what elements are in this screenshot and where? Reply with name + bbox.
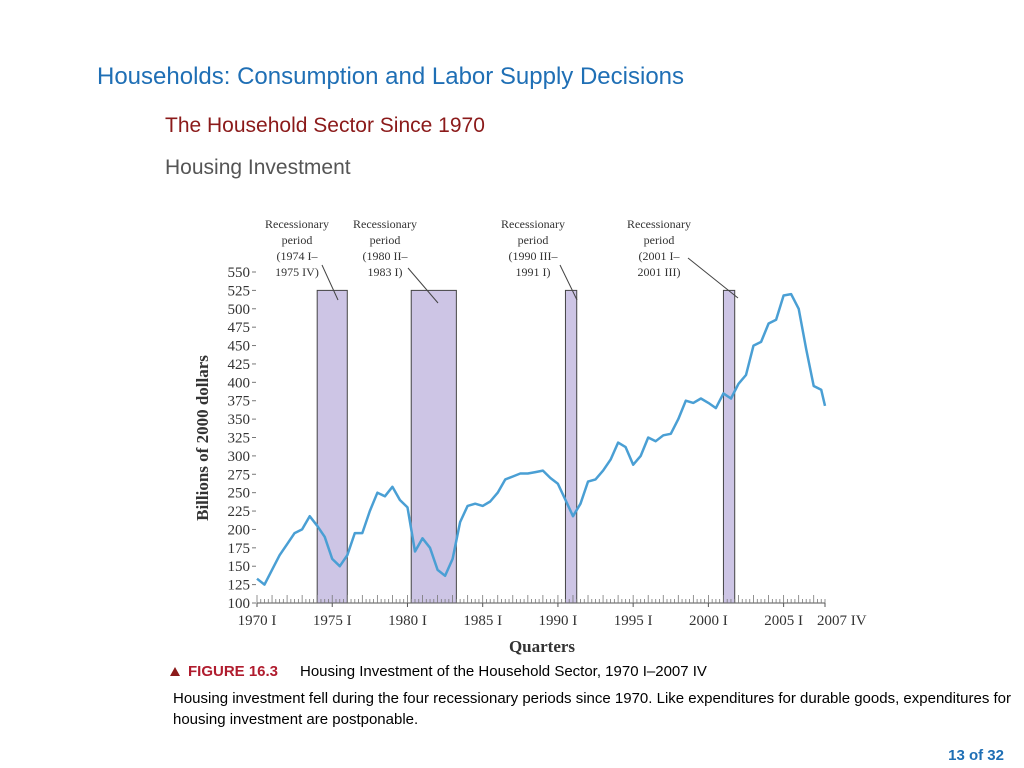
x-tick-label: 1995 I <box>614 613 653 629</box>
recession-label: period <box>644 233 675 247</box>
y-tick-label: 400 <box>228 375 251 391</box>
recession-label: 1975 IV) <box>275 265 319 279</box>
recession-label: Recessionary <box>353 217 417 231</box>
recession-band <box>722 289 736 604</box>
page-number: 13 of 32 <box>948 747 1004 764</box>
recession-label: period <box>518 233 549 247</box>
recession-label: (1980 II– <box>363 249 409 263</box>
section-title: Housing Investment <box>165 156 351 179</box>
leader-line <box>559 264 578 301</box>
x-tick-label: 2005 I <box>764 613 803 629</box>
slide-title: Households: Consumption and Labor Supply… <box>97 63 684 90</box>
caption-icon <box>170 667 180 676</box>
y-tick-label: 325 <box>228 431 251 447</box>
x-tick-label: 1980 I <box>388 613 427 629</box>
y-tick-label: 550 <box>228 265 251 281</box>
recession-label: Recessionary <box>265 217 329 231</box>
x-tick-label: 2007 IV <box>817 613 867 629</box>
recession-band <box>410 289 457 604</box>
y-tick-label: 175 <box>228 541 251 557</box>
y-tick-label: 425 <box>228 357 251 373</box>
slide-subtitle: The Household Sector Since 1970 <box>165 114 485 137</box>
y-axis-label: Billions of 2000 dollars <box>193 355 212 521</box>
y-tick-label: 200 <box>228 522 251 538</box>
x-tick-label: 1970 I <box>238 613 277 629</box>
y-tick-label: 500 <box>228 302 251 318</box>
recession-label: period <box>282 233 313 247</box>
data-line <box>256 292 827 586</box>
caption: Housing investment fell during the four … <box>173 690 1011 728</box>
leader-line <box>687 257 739 299</box>
recession-band <box>316 289 348 604</box>
y-tick-label: 250 <box>228 486 251 502</box>
y-tick-label: 475 <box>228 320 251 336</box>
y-tick-label: 350 <box>228 412 251 428</box>
y-tick-label: 125 <box>228 578 251 594</box>
leader-line <box>321 264 339 301</box>
recession-label: (1974 I– <box>277 249 319 263</box>
recession-label: 1983 I) <box>368 265 403 279</box>
x-axis-label: Quarters <box>509 637 575 656</box>
y-tick-label: 450 <box>228 339 251 355</box>
recession-label: Recessionary <box>627 217 691 231</box>
x-tick-label: 1985 I <box>463 613 502 629</box>
y-tick-label: 525 <box>228 283 251 299</box>
recession-label: 1991 I) <box>516 265 551 279</box>
x-tick-label: 1990 I <box>539 613 578 629</box>
recession-label: Recessionary <box>501 217 565 231</box>
y-tick-label: 375 <box>228 394 251 410</box>
y-tick-label: 300 <box>228 449 251 465</box>
y-tick-label: 225 <box>228 504 251 520</box>
recession-label: (1990 III– <box>509 249 559 263</box>
recession-band <box>564 289 578 604</box>
figure-title: Housing Investment of the Household Sect… <box>300 663 707 680</box>
recession-label: 2001 III) <box>638 265 681 279</box>
leader-line <box>407 267 439 304</box>
recession-label: (2001 I– <box>639 249 681 263</box>
x-tick-label: 1975 I <box>313 613 352 629</box>
recession-label: period <box>370 233 401 247</box>
y-tick-label: 150 <box>228 559 251 575</box>
y-tick-label: 100 <box>228 596 251 612</box>
x-tick-label: 2000 I <box>689 613 728 629</box>
y-tick-label: 275 <box>228 467 251 483</box>
figure-number: FIGURE 16.3 <box>188 663 278 680</box>
